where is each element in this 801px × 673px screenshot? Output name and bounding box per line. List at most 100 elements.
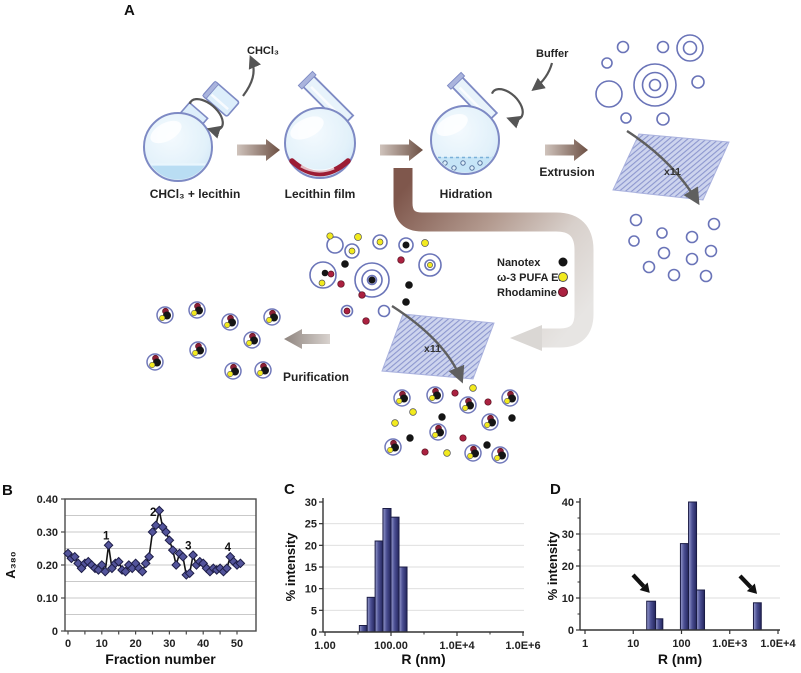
svg-text:10: 10 <box>627 638 639 650</box>
x-axis-title: Fraction number <box>105 651 216 667</box>
extrusion-label: Extrusion <box>539 165 594 179</box>
legend-label-pufa: ω-3 PUFA EE <box>497 272 566 284</box>
histogram-bar <box>646 600 657 631</box>
multilamellar-liposomes <box>595 34 705 126</box>
panel-label-c: C <box>284 481 295 498</box>
extrusion-membrane-1: x11 <box>612 129 730 206</box>
lecithin-film-crescent <box>289 158 351 177</box>
svg-text:0: 0 <box>311 627 317 639</box>
step1-label: CHCl₃ + lecithin <box>150 187 241 201</box>
data-point <box>120 566 131 577</box>
data-point <box>167 545 178 556</box>
histogram-bar <box>390 516 400 633</box>
through-membrane-arrow <box>626 129 700 206</box>
data-point <box>100 566 111 577</box>
free-molecule-dots <box>391 384 516 457</box>
data-point <box>188 550 198 561</box>
rotation-arrow <box>188 98 224 139</box>
extruded-liposomes <box>628 213 721 283</box>
histogram-bar <box>679 543 690 631</box>
peak-annotation: 4 <box>225 542 232 554</box>
peak-annotation: 1 <box>103 530 110 542</box>
callout-arrowhead <box>746 583 758 594</box>
membrane-pass-count: x11 <box>424 343 441 355</box>
y-axis-title: % intensity <box>545 531 560 600</box>
svg-text:0: 0 <box>52 626 58 638</box>
svg-text:100: 100 <box>672 638 690 650</box>
data-point <box>184 568 195 579</box>
panel-label-a: A <box>124 2 135 19</box>
histogram-bar <box>688 501 698 631</box>
loaded-suspension-cloud <box>309 232 442 325</box>
histogram-bar <box>655 618 664 631</box>
histogram-bar <box>696 589 706 631</box>
svg-text:15: 15 <box>305 562 317 574</box>
legend-label-nanotex: Nanotex <box>497 257 541 269</box>
svg-text:30: 30 <box>562 529 574 541</box>
y-axis-title: A₃₈₀ <box>3 551 18 578</box>
svg-text:20: 20 <box>305 540 317 552</box>
callout-arrow <box>631 573 646 588</box>
data-point <box>144 551 155 562</box>
extrusion-membrane-2: x11 <box>381 304 495 384</box>
svg-text:100.00: 100.00 <box>374 640 408 652</box>
purified-liposomes-cloud <box>146 301 281 380</box>
step3-label: Hidration <box>440 187 493 201</box>
extruded-loaded-cloud <box>384 384 519 464</box>
data-point <box>235 558 246 569</box>
svg-text:1.0E+4: 1.0E+4 <box>439 640 475 652</box>
chart-fraction-absorbance: 0.40 0.30 0.20 0.10 00 10 20 30 40 50 1 2 3 4 Fraction… <box>3 494 257 667</box>
data-point <box>113 556 124 567</box>
data-point <box>137 566 148 577</box>
peak-annotation: 2 <box>150 507 156 519</box>
step2-label: Lecithin film <box>285 187 356 201</box>
purification-label: Purification <box>283 370 349 384</box>
data-point <box>140 558 151 569</box>
flask1-cap <box>202 80 240 117</box>
callout-arrow <box>738 574 753 589</box>
x-axis-title: R (nm) <box>658 651 702 667</box>
histogram-bar <box>752 602 762 631</box>
step-arrow-2 <box>380 139 423 161</box>
free-molecule-dots <box>318 232 433 325</box>
evaporation-label: CHCl₃ <box>247 45 279 57</box>
rotation-arrow <box>490 88 524 129</box>
y-axis-title: % intensity <box>283 532 298 601</box>
membrane-pass-count: x11 <box>664 166 681 178</box>
svg-text:0: 0 <box>65 638 71 650</box>
chart-size-distribution-after: 0 10 20 30 40 1 10 100 1.0E+3 1.0E+4 R (nm) % inten… <box>545 497 796 667</box>
histogram-bar <box>358 625 368 633</box>
svg-text:1: 1 <box>582 638 588 650</box>
svg-text:1.0E+6: 1.0E+6 <box>505 640 540 652</box>
histogram-bar <box>366 596 376 633</box>
svg-text:5: 5 <box>311 605 317 617</box>
through-membrane-arrow <box>391 304 465 384</box>
data-point <box>164 535 175 546</box>
svg-text:10: 10 <box>305 584 317 596</box>
purification-arrow <box>284 329 330 349</box>
svg-text:10: 10 <box>96 638 108 650</box>
data-point <box>154 505 165 516</box>
svg-text:0.20: 0.20 <box>37 560 58 572</box>
buffer-arrow <box>531 62 554 92</box>
component-legend: Nanotex ω-3 PUFA EE Rhodamine <box>497 257 568 299</box>
buffer-label: Buffer <box>536 48 569 60</box>
data-point <box>96 560 107 570</box>
svg-text:1.0E+3: 1.0E+3 <box>712 638 747 650</box>
svg-text:0.10: 0.10 <box>37 593 58 605</box>
svg-text:30: 30 <box>163 638 175 650</box>
flask-chcl3-lecithin: CHCl₃ CHCl₃ + lecithin <box>143 45 279 201</box>
histogram-bar <box>398 566 408 633</box>
svg-text:30: 30 <box>305 497 317 509</box>
callout-arrowhead <box>639 582 650 593</box>
chart-size-distribution-before: 0 5 10 15 20 25 30 1.00 100.00 1.0E+4 1.0E+6 R (nm)… <box>283 497 541 667</box>
svg-text:1.00: 1.00 <box>314 640 335 652</box>
extrusion-arrow: Extrusion <box>539 139 595 179</box>
histogram-bar <box>382 508 392 633</box>
x-axis-title: R (nm) <box>401 651 445 667</box>
flask-hidration: Buffer Hidration <box>430 48 569 201</box>
svg-text:20: 20 <box>562 561 574 573</box>
panel-label-b: B <box>2 482 13 499</box>
liposome-preparation-diagram: CHCl₃ CHCl₃ + lecithin Lecithin film <box>143 34 730 464</box>
